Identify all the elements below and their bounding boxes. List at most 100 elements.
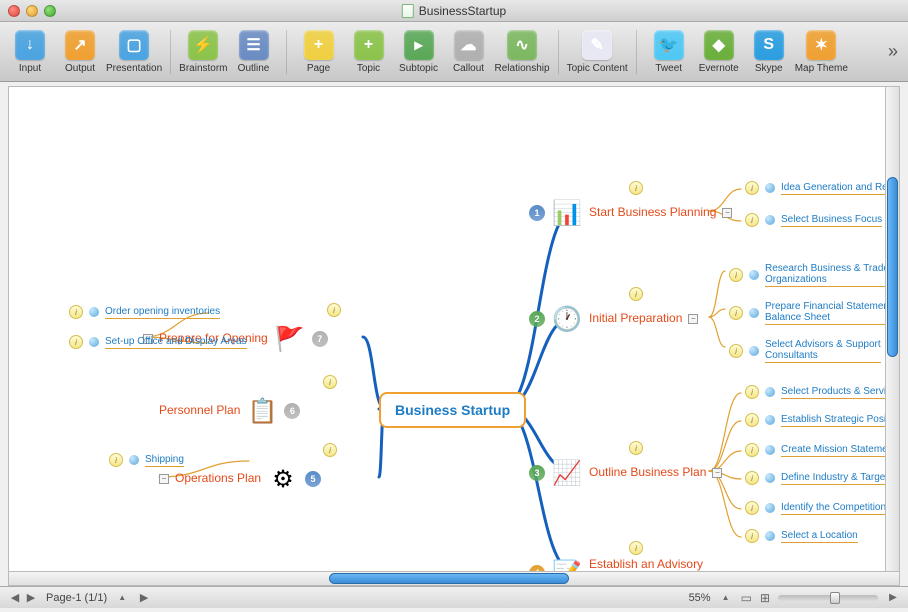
subtopic[interactable]: iSet-up Office and Display Areas xyxy=(69,335,247,349)
page-new-arrow[interactable]: ▶ xyxy=(137,591,151,605)
info-badge[interactable]: i xyxy=(745,501,759,515)
branch-label: Personnel Plan xyxy=(159,403,240,419)
toolbar-map-theme[interactable]: ✶Map Theme xyxy=(795,24,848,80)
branch-b3[interactable]: 3📈Outline Business Plan− xyxy=(529,457,722,489)
toolbar-relationship[interactable]: ∿Relationship xyxy=(495,24,550,80)
bullet-icon xyxy=(749,346,759,356)
info-badge[interactable]: i xyxy=(629,181,643,195)
subtopic[interactable]: iShipping xyxy=(109,453,184,467)
subtopic[interactable]: i Select Advisors & SupportConsultants xyxy=(729,339,881,363)
zoom-button[interactable] xyxy=(44,5,56,17)
zoom-value: 55% xyxy=(689,592,711,604)
bullet-icon xyxy=(749,270,759,280)
info-badge[interactable]: i xyxy=(745,471,759,485)
info-badge[interactable]: i xyxy=(323,375,337,389)
toolbar-output[interactable]: ↗Output xyxy=(56,24,104,80)
expand-toggle[interactable]: − xyxy=(688,314,698,324)
info-badge[interactable]: i xyxy=(745,181,759,195)
branch-b2[interactable]: 2🕐Initial Preparation− xyxy=(529,303,698,335)
info-badge[interactable]: i xyxy=(109,453,123,467)
subtopic[interactable]: iSelect a Location xyxy=(745,529,858,543)
branch-label: Initial Preparation xyxy=(589,311,682,327)
toolbar-brainstorm[interactable]: ⚡Brainstorm xyxy=(179,24,227,80)
toolbar-topic-content[interactable]: ✎Topic Content xyxy=(567,24,628,80)
expand-toggle[interactable]: − xyxy=(722,208,732,218)
subtopic[interactable]: iIdentify the Competition xyxy=(745,501,886,515)
info-badge[interactable]: i xyxy=(745,413,759,427)
bullet-icon xyxy=(765,215,775,225)
minimize-button[interactable] xyxy=(26,5,38,17)
close-button[interactable] xyxy=(8,5,20,17)
subtopic[interactable]: iResearch Business & TradeOrganizations xyxy=(729,263,889,287)
toolbar-topic[interactable]: +Topic xyxy=(345,24,393,80)
toolbar-overflow[interactable]: » xyxy=(884,41,902,62)
bullet-icon xyxy=(89,307,99,317)
vertical-scroll-thumb[interactable] xyxy=(887,177,898,357)
bullet-icon xyxy=(749,308,759,318)
horizontal-scrollbar[interactable] xyxy=(9,571,899,585)
bullet-icon xyxy=(765,387,775,397)
expand-toggle[interactable]: − xyxy=(712,468,722,478)
subtopic-label: Select Products & Services xyxy=(781,386,900,399)
subtopic[interactable]: iOrder opening inventories xyxy=(69,305,220,319)
zoom-stepper[interactable]: ▲ xyxy=(719,591,733,605)
subtopic[interactable]: i Select Products & Services xyxy=(745,385,900,399)
page-indicator: Page-1 (1/1) xyxy=(46,592,107,604)
horizontal-scroll-thumb[interactable] xyxy=(329,573,569,584)
subtopic-label: Establish Strategic Position xyxy=(781,414,900,427)
center-topic[interactable]: Business Startup xyxy=(379,392,526,428)
zoom-in[interactable]: ▶ xyxy=(886,591,900,605)
info-badge[interactable]: i xyxy=(729,306,743,320)
title-text: BusinessStartup xyxy=(419,4,506,18)
subtopic-label: Select Advisors & SupportConsultants xyxy=(765,339,881,363)
bullet-icon xyxy=(765,503,775,513)
view-mode-icon[interactable]: ▭ xyxy=(741,591,752,605)
subtopic-label: Select Business Focus xyxy=(781,214,882,227)
subtopic[interactable]: iDefine Industry & Target Markets xyxy=(745,471,900,485)
toolbar-outline[interactable]: ☰Outline xyxy=(230,24,278,80)
page-prev-arrow[interactable]: ◀ xyxy=(8,591,22,605)
toolbar-presentation[interactable]: ▢Presentation xyxy=(106,24,162,80)
info-badge[interactable]: i xyxy=(745,443,759,457)
info-badge[interactable]: i xyxy=(745,385,759,399)
toolbar-tweet[interactable]: 🐦Tweet xyxy=(645,24,693,80)
zoom-slider[interactable] xyxy=(778,595,878,601)
bullet-icon xyxy=(765,531,775,541)
info-badge[interactable]: i xyxy=(729,344,743,358)
branch-b1[interactable]: 1📊Start Business Planning− xyxy=(529,197,732,229)
statusbar: ◀ ▶ Page-1 (1/1) ▲ ▶ 55% ▲ ▭ ⊞ ▶ xyxy=(0,586,908,608)
toolbar-callout[interactable]: ☁Callout xyxy=(445,24,493,80)
vertical-scrollbar[interactable] xyxy=(885,87,899,571)
info-badge[interactable]: i xyxy=(69,305,83,319)
bullet-icon xyxy=(765,183,775,193)
branch-b6[interactable]: Personnel Plan📋6 xyxy=(159,395,300,427)
subtopic[interactable]: i Idea Generation and Refining xyxy=(745,181,900,195)
toolbar-evernote[interactable]: ◆Evernote xyxy=(695,24,743,80)
subtopic-label: Create Mission Statement xyxy=(781,444,896,457)
page-up-arrow[interactable]: ▲ xyxy=(115,591,129,605)
branch-b5[interactable]: −Operations Plan⚙5 xyxy=(159,463,321,495)
subtopic[interactable]: i Create Mission Statement xyxy=(745,443,896,457)
page-next-arrow[interactable]: ▶ xyxy=(24,591,38,605)
subtopic-label: Idea Generation and Refining xyxy=(781,182,900,195)
view-mode-icon-2[interactable]: ⊞ xyxy=(760,591,770,605)
toolbar-page[interactable]: +Page xyxy=(295,24,343,80)
info-badge[interactable]: i xyxy=(629,541,643,555)
info-badge[interactable]: i xyxy=(629,441,643,455)
toolbar-subtopic[interactable]: ▸Subtopic xyxy=(395,24,443,80)
info-badge[interactable]: i xyxy=(745,529,759,543)
info-badge[interactable]: i xyxy=(327,303,341,317)
canvas[interactable]: Business Startup 1📊Start Business Plannin… xyxy=(8,86,900,586)
expand-toggle[interactable]: − xyxy=(159,474,169,484)
info-badge[interactable]: i xyxy=(323,443,337,457)
subtopic[interactable]: iPrepare Financial Statement &Balance Sh… xyxy=(729,301,900,325)
info-badge[interactable]: i xyxy=(745,213,759,227)
toolbar-skype[interactable]: SSkype xyxy=(745,24,793,80)
subtopic[interactable]: i Establish Strategic Position xyxy=(745,413,900,427)
info-badge[interactable]: i xyxy=(629,287,643,301)
subtopic[interactable]: i Select Business Focus xyxy=(745,213,882,227)
zoom-slider-thumb[interactable] xyxy=(830,592,840,604)
info-badge[interactable]: i xyxy=(729,268,743,282)
info-badge[interactable]: i xyxy=(69,335,83,349)
toolbar-input[interactable]: ↓Input xyxy=(6,24,54,80)
